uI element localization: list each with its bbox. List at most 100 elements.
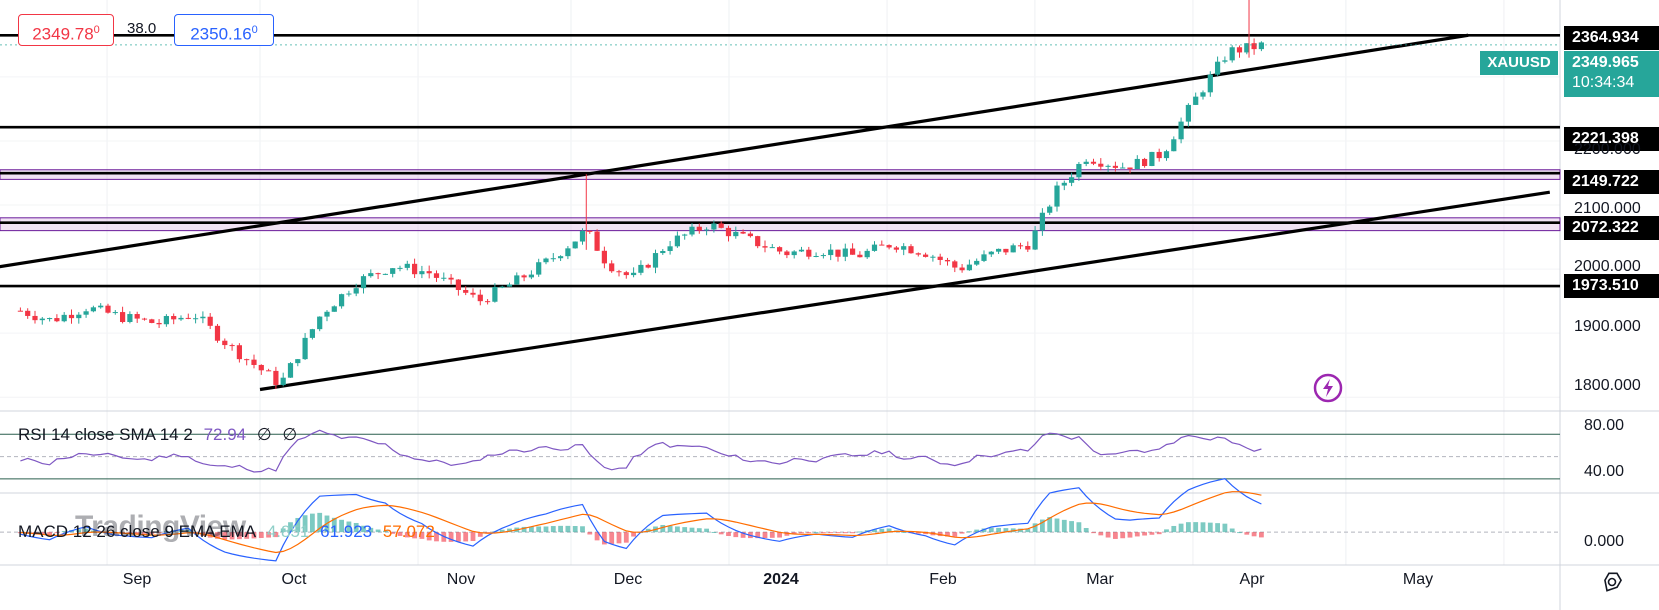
macd-legend[interactable]: MACD 12 26 close 9 EMA EMA 4.851 61.923 …	[18, 522, 441, 542]
macd-histogram-bar	[945, 532, 950, 537]
candle-body	[747, 233, 753, 237]
macd-histogram-bar	[434, 532, 439, 542]
candle-body	[426, 271, 432, 274]
candle-body	[134, 314, 140, 319]
support-resistance-zone	[0, 217, 1561, 232]
rsi-tick-80: 80.00	[1584, 417, 1625, 434]
rsi-na-2: ∅	[282, 425, 298, 444]
macd-histogram-bar	[163, 531, 169, 533]
macd-histogram-bar	[280, 528, 286, 533]
candle-body	[616, 271, 622, 273]
candle-body	[244, 359, 250, 361]
candle-body	[813, 255, 819, 257]
candle-body	[820, 255, 826, 257]
macd-histogram-bar	[872, 529, 877, 533]
flash-icon[interactable]	[1313, 373, 1343, 403]
rsi-legend[interactable]: RSI 14 close SMA 14 2 72.94 ∅ ∅	[18, 425, 303, 445]
macd-histogram-bar	[689, 527, 695, 533]
candle-body	[229, 345, 235, 347]
candle-body	[360, 276, 367, 289]
candle-body	[455, 279, 461, 291]
macd-histogram-bar	[784, 532, 790, 536]
macd-histogram-bar	[1054, 518, 1060, 533]
time-tick-apr: Apr	[1239, 571, 1265, 588]
candle-body	[1193, 96, 1199, 105]
candle-body	[514, 275, 520, 285]
candle-body	[1258, 42, 1264, 50]
time-tick-dec: Dec	[613, 571, 643, 588]
candle-body	[638, 264, 644, 273]
candle-body	[492, 286, 498, 302]
candle-body	[90, 307, 96, 312]
candle-body	[397, 267, 403, 269]
candle-body	[557, 256, 564, 259]
candle-body	[1222, 60, 1228, 62]
macd-histogram-bar	[1200, 522, 1206, 533]
current-price: 2349.965	[1572, 54, 1639, 71]
macd-histogram-bar	[696, 528, 702, 533]
time-tick-mar: Mar	[1086, 571, 1114, 588]
candle-body	[338, 294, 345, 307]
candle-body	[83, 311, 89, 315]
macd-histogram-bar	[134, 532, 140, 534]
macd-histogram-bar	[842, 532, 848, 534]
macd-histogram-bar	[762, 532, 768, 539]
macd-histogram-bar	[382, 530, 388, 533]
candle-body	[886, 245, 892, 248]
macd-histogram-bar	[769, 532, 775, 538]
macd-histogram-bar	[1229, 528, 1235, 533]
settings-icon[interactable]	[1600, 570, 1624, 594]
candle-body	[536, 262, 542, 275]
candle-body	[842, 248, 848, 257]
candle-body	[521, 275, 527, 278]
macd-histogram-bar	[1069, 521, 1074, 533]
macd-histogram-bar	[1142, 532, 1147, 536]
candle-body	[98, 305, 104, 308]
macd-histogram-bar	[1105, 532, 1111, 538]
macd-histogram-bar	[455, 532, 461, 542]
macd-histogram-bar	[966, 531, 972, 533]
candle-body	[1010, 245, 1016, 253]
candle-body	[623, 272, 629, 276]
candle-body	[178, 317, 184, 320]
macd-histogram-bar	[1032, 523, 1038, 533]
trend-channel-line	[0, 33, 1469, 269]
candle-body	[76, 314, 82, 319]
macd-histogram-bar	[339, 519, 344, 533]
candle-body	[1061, 182, 1067, 186]
candle-body	[46, 318, 53, 320]
buy-price-box[interactable]: 2350.160	[174, 14, 274, 46]
macd-histogram-bar	[1120, 532, 1126, 539]
macd-histogram-bar	[879, 528, 885, 533]
candle-body	[287, 363, 294, 378]
sell-price-box[interactable]: 2349.780	[18, 14, 114, 46]
macd-histogram-bar	[777, 532, 782, 538]
candle-body	[572, 241, 578, 249]
candle-body	[1032, 230, 1038, 250]
macd-histogram-bar	[733, 532, 739, 538]
rsi-na-1: ∅	[256, 425, 272, 444]
candle-body	[937, 256, 943, 260]
candle-body	[200, 316, 206, 319]
macd-histogram-bar	[236, 532, 242, 540]
macd-histogram-bar	[660, 524, 666, 533]
candle-body	[1185, 104, 1191, 122]
macd-histogram-bar	[244, 532, 250, 539]
macd-histogram-bar	[331, 517, 337, 533]
candle-body	[1149, 151, 1155, 167]
candle-body	[419, 271, 425, 275]
macd-histogram-bar	[974, 529, 980, 533]
candle-body	[1090, 161, 1097, 164]
candle-body	[652, 253, 659, 268]
macd-histogram-bar	[397, 532, 403, 536]
macd-histogram-bar	[309, 513, 315, 533]
macd-line-value: 61.923	[320, 522, 373, 541]
macd-histogram-bar	[448, 532, 454, 542]
candle-body	[879, 244, 885, 246]
macd-histogram-bar	[1164, 529, 1169, 533]
macd-histogram-bar	[1061, 519, 1067, 533]
macd-histogram-bar	[266, 532, 271, 538]
candle-body	[565, 248, 571, 257]
macd-histogram-bar	[1127, 532, 1133, 538]
